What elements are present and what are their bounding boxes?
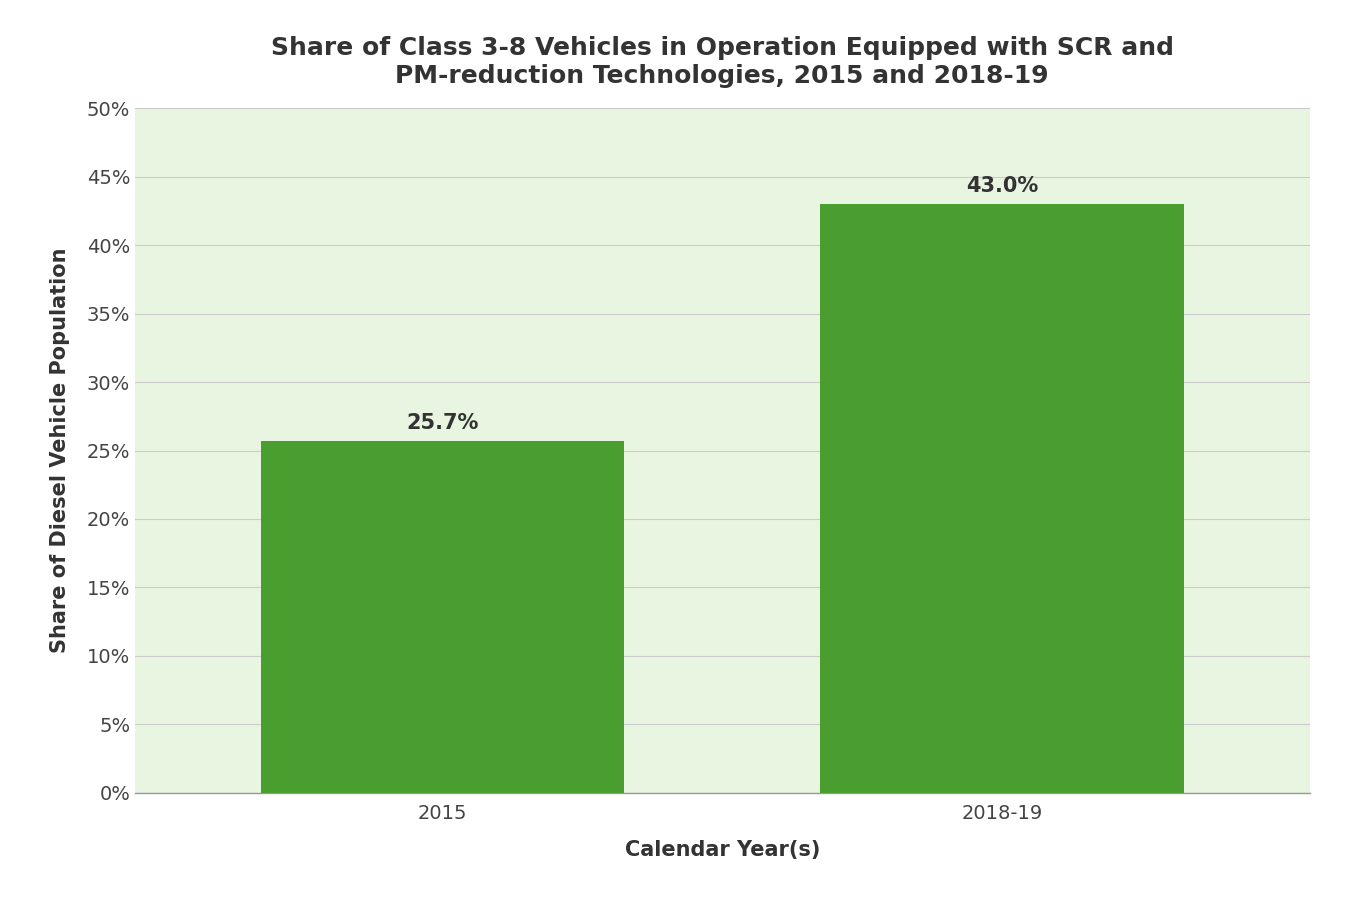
Y-axis label: Share of Diesel Vehicle Population: Share of Diesel Vehicle Population — [50, 248, 70, 653]
X-axis label: Calendar Year(s): Calendar Year(s) — [625, 840, 819, 860]
Title: Share of Class 3-8 Vehicles in Operation Equipped with SCR and
PM-reduction Tech: Share of Class 3-8 Vehicles in Operation… — [271, 36, 1173, 88]
Text: 43.0%: 43.0% — [965, 176, 1038, 196]
Bar — [261, 441, 624, 793]
Text: 25.7%: 25.7% — [406, 413, 479, 432]
Bar — [819, 204, 1184, 793]
